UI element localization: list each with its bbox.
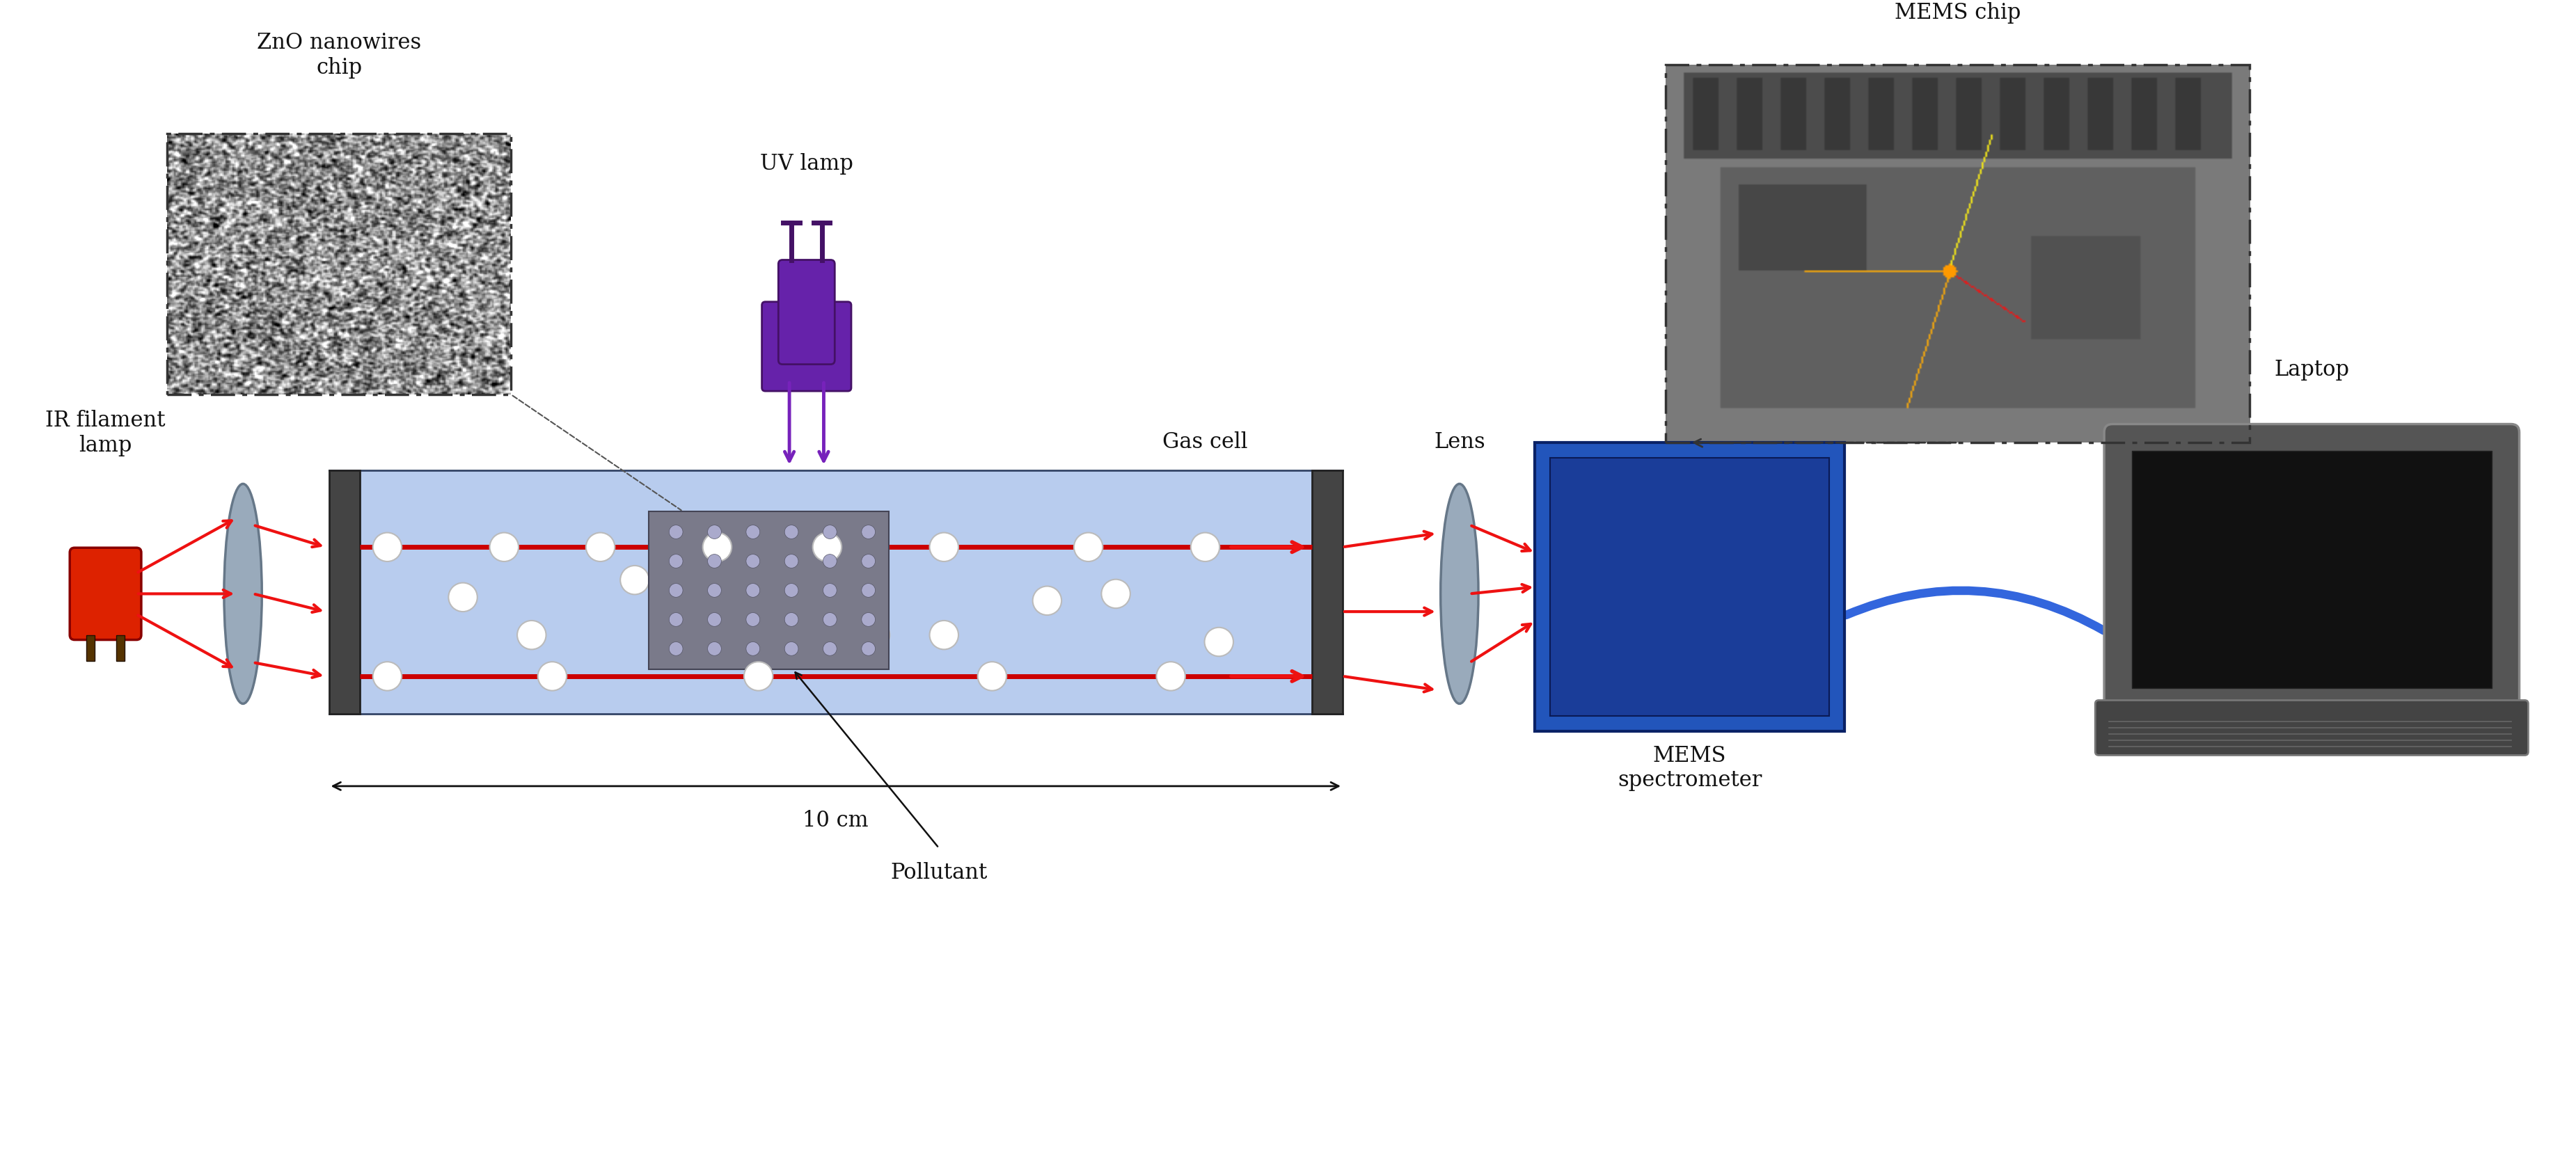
Circle shape xyxy=(860,620,889,650)
Circle shape xyxy=(670,525,683,539)
Circle shape xyxy=(1074,533,1103,561)
FancyBboxPatch shape xyxy=(2105,424,2519,716)
FancyBboxPatch shape xyxy=(778,260,835,364)
Circle shape xyxy=(786,641,799,655)
Ellipse shape xyxy=(224,484,263,704)
Bar xyxy=(1311,470,1342,714)
Bar xyxy=(1667,65,2249,442)
Circle shape xyxy=(860,583,876,597)
Circle shape xyxy=(860,525,876,539)
Text: UV lamp: UV lamp xyxy=(760,154,853,175)
Circle shape xyxy=(724,627,752,656)
Circle shape xyxy=(1206,627,1234,656)
Circle shape xyxy=(538,662,567,690)
Circle shape xyxy=(708,525,721,539)
Circle shape xyxy=(860,641,876,655)
Circle shape xyxy=(824,583,837,597)
Bar xyxy=(116,636,124,661)
Text: ZnO nanowires
chip: ZnO nanowires chip xyxy=(258,33,422,78)
Bar xyxy=(85,636,95,661)
Circle shape xyxy=(824,612,837,626)
Bar xyxy=(2133,450,2491,688)
Circle shape xyxy=(786,583,799,597)
Circle shape xyxy=(670,612,683,626)
Circle shape xyxy=(670,641,683,655)
FancyBboxPatch shape xyxy=(70,548,142,640)
Circle shape xyxy=(979,662,1007,690)
Circle shape xyxy=(1033,587,1061,615)
Text: MEMS
spectrometer: MEMS spectrometer xyxy=(1618,745,1762,792)
Circle shape xyxy=(930,620,958,650)
Bar xyxy=(167,134,510,395)
Circle shape xyxy=(786,525,799,539)
Circle shape xyxy=(814,533,842,561)
FancyBboxPatch shape xyxy=(1551,457,1829,716)
Circle shape xyxy=(824,525,837,539)
Circle shape xyxy=(708,583,721,597)
Circle shape xyxy=(670,583,683,597)
Circle shape xyxy=(374,533,402,561)
Circle shape xyxy=(824,554,837,568)
Circle shape xyxy=(448,583,477,611)
Circle shape xyxy=(374,662,402,690)
Circle shape xyxy=(708,641,721,655)
Circle shape xyxy=(708,612,721,626)
Circle shape xyxy=(708,554,721,568)
Text: 10 cm: 10 cm xyxy=(804,810,868,832)
Circle shape xyxy=(670,554,683,568)
Circle shape xyxy=(747,612,760,626)
Circle shape xyxy=(824,641,837,655)
Text: Pollutant: Pollutant xyxy=(891,861,987,883)
Circle shape xyxy=(747,525,760,539)
Bar xyxy=(649,511,889,669)
Circle shape xyxy=(747,554,760,568)
Circle shape xyxy=(786,554,799,568)
Circle shape xyxy=(860,612,876,626)
FancyBboxPatch shape xyxy=(2094,701,2527,755)
Circle shape xyxy=(1157,662,1185,690)
Circle shape xyxy=(489,533,518,561)
Text: Lens: Lens xyxy=(1435,432,1486,453)
Text: Gas cell: Gas cell xyxy=(1162,432,1247,453)
Text: Laptop: Laptop xyxy=(2275,360,2349,381)
Circle shape xyxy=(1103,580,1131,609)
Bar xyxy=(330,470,361,714)
Circle shape xyxy=(786,612,799,626)
Bar xyxy=(330,470,1342,714)
Circle shape xyxy=(860,554,876,568)
Text: MEMS chip: MEMS chip xyxy=(1896,2,2022,23)
Text: IR filament
lamp: IR filament lamp xyxy=(46,410,165,456)
Circle shape xyxy=(744,662,773,690)
Circle shape xyxy=(585,533,616,561)
Ellipse shape xyxy=(1440,484,1479,704)
FancyBboxPatch shape xyxy=(1535,442,1844,731)
Circle shape xyxy=(930,533,958,561)
Circle shape xyxy=(621,566,649,595)
FancyBboxPatch shape xyxy=(762,301,850,391)
Circle shape xyxy=(747,583,760,597)
Circle shape xyxy=(1190,533,1218,561)
Circle shape xyxy=(518,620,546,650)
Circle shape xyxy=(703,533,732,561)
Circle shape xyxy=(747,641,760,655)
